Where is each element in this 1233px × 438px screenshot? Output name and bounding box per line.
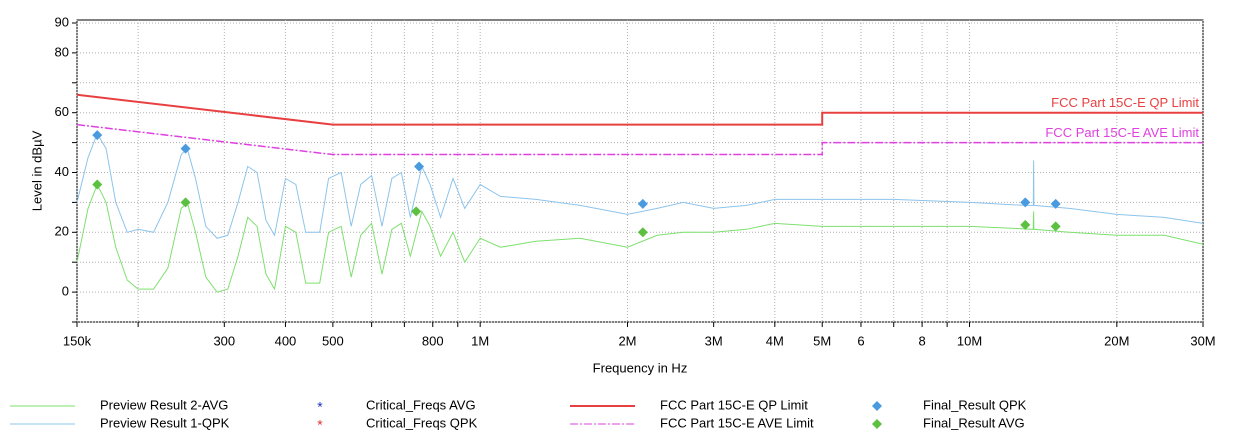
series-line [76, 123, 1203, 156]
y-tick-label: 0 [62, 284, 69, 299]
x-tick-label: 400 [275, 333, 297, 348]
x-tick-label: 300 [213, 333, 235, 348]
x-axis-label: Frequency in Hz [593, 360, 688, 375]
legend-label: FCC Part 15C-E AVE Limit [660, 415, 814, 430]
x-tick-label: 10M [957, 333, 982, 348]
series-line [76, 93, 1203, 126]
x-tick-label: 6 [857, 333, 864, 348]
legend-label: Final_Result QPK [923, 397, 1027, 412]
marker [180, 197, 191, 208]
y-axis-label: Level in dBµV [29, 130, 44, 211]
x-tick-label: 2M [618, 333, 636, 348]
x-tick-label: 5M [813, 333, 831, 348]
marker [1020, 197, 1031, 208]
x-tick-label: 30M [1190, 333, 1215, 348]
marker [180, 143, 191, 154]
x-tick-label: 3M [705, 333, 723, 348]
marker [1050, 198, 1061, 209]
marker [92, 179, 103, 190]
legend-label: Final_Result AVG [923, 415, 1025, 430]
limit-label: FCC Part 15C-E QP Limit [1051, 95, 1199, 110]
legend-label: Critical_Freqs AVG [366, 397, 476, 412]
marker [92, 130, 103, 141]
y-tick-label: 20 [55, 224, 69, 239]
legend-marker [872, 419, 882, 429]
limit-label: FCC Part 15C-E AVE Limit [1045, 125, 1199, 140]
y-tick-label: 60 [55, 104, 69, 119]
marker [637, 198, 648, 209]
legend-marker: * [317, 417, 323, 433]
legend-marker: * [317, 399, 323, 415]
marker [1050, 221, 1061, 232]
y-tick-label: 80 [55, 44, 69, 59]
marker [1020, 219, 1031, 230]
legend-marker [872, 401, 882, 411]
y-tick-label: 40 [55, 164, 69, 179]
x-tick-label: 150k [63, 333, 92, 348]
x-tick-label: 20M [1104, 333, 1129, 348]
legend-label: FCC Part 15C-E QP Limit [660, 397, 808, 412]
x-tick-label: 8 [918, 333, 925, 348]
x-tick-label: 800 [422, 333, 444, 348]
y-tick-label: 90 [55, 14, 69, 29]
legend-label: Critical_Freqs QPK [366, 415, 478, 430]
marker [414, 161, 425, 172]
x-tick-label: 500 [322, 333, 344, 348]
marker [411, 206, 422, 217]
legend-label: Preview Result 2-AVG [100, 397, 228, 412]
x-tick-label: 1M [471, 333, 489, 348]
plot-frame [76, 19, 1204, 323]
x-tick-label: 4M [766, 333, 784, 348]
marker [637, 227, 648, 238]
legend-label: Preview Result 1-QPK [100, 415, 230, 430]
